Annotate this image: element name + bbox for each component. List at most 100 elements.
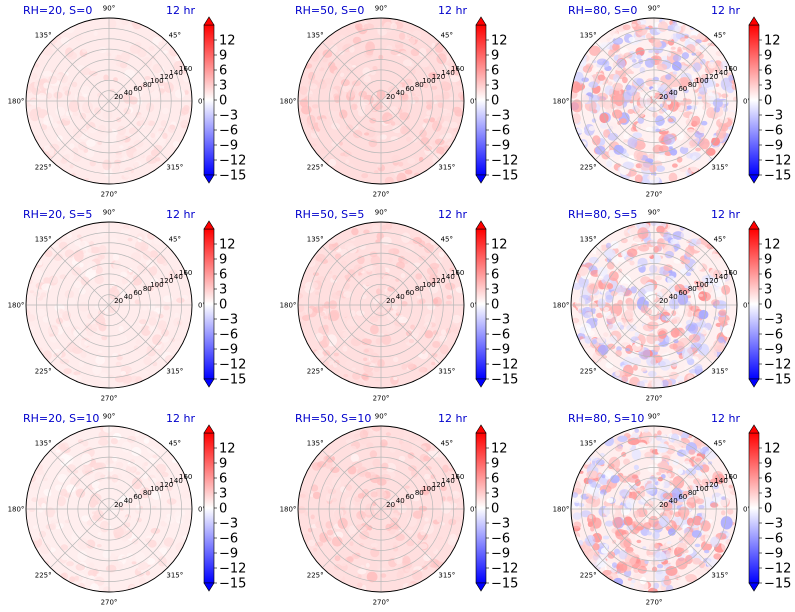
heatmap-cell	[47, 324, 59, 337]
panel-title-right: 12 hr	[438, 208, 467, 221]
colorbar-tick-label: 9	[764, 253, 772, 268]
heatmap-cell	[648, 515, 659, 528]
heatmap-cell	[571, 81, 581, 93]
heatmap-cell	[624, 309, 634, 320]
panel-title-left: RH=20, S=5	[23, 208, 92, 221]
heatmap-cell	[692, 262, 703, 271]
heatmap-cell	[307, 528, 313, 533]
angle-tick-label: 0°	[470, 98, 478, 106]
angle-tick-label: 315°	[711, 571, 728, 579]
heatmap-cell	[685, 44, 696, 54]
heatmap-cell	[418, 47, 427, 58]
heatmap-cell	[623, 516, 633, 526]
heatmap-cell	[64, 24, 75, 34]
heatmap-cell	[118, 325, 124, 332]
heatmap-cell	[83, 118, 92, 124]
colorbar-body	[475, 228, 487, 380]
heatmap-cell	[426, 110, 432, 116]
heatmap-cell	[98, 430, 109, 440]
angle-tick-label: 225°	[307, 571, 324, 579]
heatmap-cell	[448, 324, 458, 333]
heatmap-cell	[114, 331, 126, 345]
radial-tick-label: 140	[714, 69, 727, 77]
heatmap-cell	[440, 81, 449, 89]
heatmap-cell	[401, 363, 408, 370]
heatmap-cell	[176, 297, 185, 304]
heatmap-cell	[79, 262, 84, 268]
heatmap-cell	[595, 459, 605, 466]
heatmap-cell	[424, 330, 434, 339]
angle-tick-label: 135°	[307, 440, 324, 448]
colorbar-body	[748, 24, 760, 176]
angular-gridline	[50, 304, 110, 364]
heatmap-cell	[135, 339, 143, 345]
heatmap-cell	[603, 307, 610, 311]
heatmap-cell	[647, 464, 660, 473]
heatmap-cell	[149, 250, 158, 259]
heatmap-cell	[677, 576, 687, 585]
heatmap-cell	[98, 309, 106, 317]
heatmap-cell	[337, 550, 345, 556]
heatmap-cell	[388, 248, 394, 255]
heatmap-cell	[619, 324, 625, 330]
heatmap-cell	[614, 93, 625, 107]
heatmap-cell	[656, 291, 663, 299]
heatmap-cell	[686, 85, 692, 91]
heatmap-cell	[332, 274, 338, 281]
heatmap-cell	[350, 337, 362, 347]
heatmap-cell	[692, 557, 701, 565]
heatmap-cell	[615, 468, 621, 473]
heatmap-cell	[723, 106, 729, 112]
heatmap-cell	[677, 468, 684, 475]
heatmap-cell	[119, 495, 130, 504]
heatmap-cell	[43, 277, 51, 284]
heatmap-cell	[680, 229, 693, 243]
heatmap-cell	[157, 556, 167, 567]
heatmap-cell	[656, 471, 662, 476]
heatmap-cell	[657, 460, 669, 473]
heatmap-cell	[173, 60, 184, 71]
heatmap-cell	[103, 225, 108, 230]
heatmap-cell	[656, 63, 668, 71]
colorbar-extend-bottom	[748, 582, 760, 592]
heatmap-cell	[710, 502, 719, 508]
heatmap-cell	[644, 291, 656, 302]
heatmap-cell	[631, 448, 642, 461]
heatmap-cell	[152, 454, 158, 459]
heatmap-cell	[634, 428, 639, 433]
radial-tick-label: 80	[415, 489, 424, 497]
heatmap-cell	[451, 502, 458, 509]
heatmap-cell	[632, 132, 643, 139]
radial-tick-label: 120	[160, 277, 173, 285]
radial-tick-label: 80	[688, 81, 697, 89]
polar-frame	[570, 425, 738, 593]
radial-tick-label: 100	[150, 281, 163, 289]
heatmap-cell	[714, 289, 723, 298]
colorbar-body	[203, 24, 215, 176]
colorbar-body	[203, 228, 215, 380]
heatmap-cell	[351, 367, 356, 371]
heatmap-cell	[681, 347, 694, 361]
heatmap-cell	[333, 570, 344, 581]
heatmap-cell	[404, 169, 413, 175]
colorbar-extend-top	[475, 424, 487, 434]
heatmap-cell	[139, 577, 146, 586]
heatmap-cell	[672, 459, 679, 466]
heatmap-cell	[181, 70, 187, 74]
heatmap-cell	[164, 484, 173, 492]
heatmap-cell	[726, 111, 736, 118]
heatmap-cell	[351, 80, 361, 87]
heatmap-cell	[424, 517, 429, 522]
heatmap-cell	[376, 478, 387, 486]
heatmap-cell	[424, 571, 431, 577]
heatmap-cell	[96, 573, 102, 577]
heatmap-cell	[419, 543, 428, 550]
heatmap-cell	[635, 47, 645, 56]
heatmap-cell	[313, 64, 322, 71]
heatmap-cell	[654, 340, 660, 345]
heatmap-cell	[423, 82, 429, 89]
heatmap-cell	[91, 266, 97, 271]
heatmap-cell	[669, 343, 678, 350]
heatmap-cell	[400, 337, 409, 343]
heatmap-cell	[351, 65, 357, 68]
